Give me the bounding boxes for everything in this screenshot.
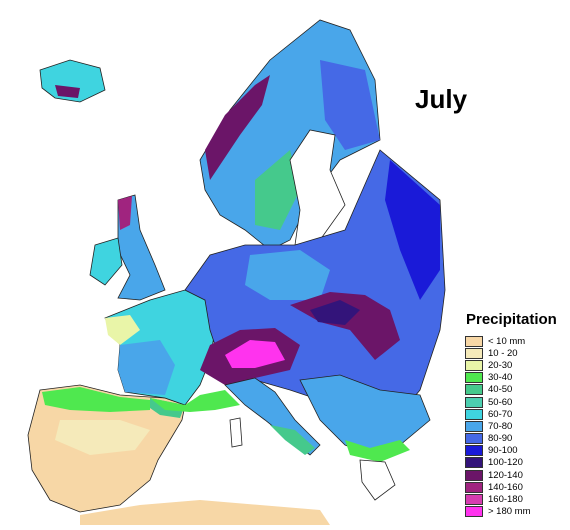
legend-label: 10 - 20 [488, 347, 518, 359]
legend-item: 50-60 [465, 396, 565, 408]
legend-label: 80-90 [488, 433, 513, 445]
iberia-interior-wet [55, 420, 150, 455]
legend-title: Precipitation [466, 311, 557, 328]
alps-core [225, 340, 285, 368]
legend-item: 30-40 [465, 372, 565, 384]
legend-label: 60-70 [488, 408, 513, 420]
greece-south [359, 459, 396, 501]
legend-item: 160-180 [465, 493, 565, 506]
legend-item: > 180 mm [465, 506, 565, 518]
legend-label: 30-40 [488, 372, 513, 384]
carpathians-core [310, 300, 360, 325]
norway-coast [205, 75, 270, 180]
legend-label: 100-120 [488, 457, 523, 469]
sardinia [229, 417, 243, 448]
legend-swatch [465, 445, 483, 457]
legend-label: 120-140 [488, 469, 523, 481]
legend-swatch [465, 372, 483, 384]
legend-item: 140-160 [465, 481, 565, 493]
ireland-region [89, 237, 123, 286]
legend-label: 140-160 [488, 481, 523, 493]
legend-label: 20-30 [488, 359, 513, 371]
finland-region [320, 60, 380, 150]
legend-label: 50-60 [488, 396, 513, 408]
legend-swatch [465, 420, 483, 432]
legend-swatch [465, 396, 483, 408]
legend-item: 90-100 [465, 445, 565, 457]
legend-item: 80-90 [465, 433, 565, 445]
legend-item: 100-120 [465, 457, 565, 469]
legend-item: 60-70 [465, 408, 565, 420]
italy-south [270, 425, 315, 455]
legend-swatch [465, 457, 483, 469]
russia-west-wet [385, 160, 440, 300]
legend-label: > 180 mm [488, 506, 531, 518]
legend-swatch [465, 335, 483, 347]
legend-swatch [465, 494, 483, 506]
legend-swatch [465, 384, 483, 396]
legend-swatch [465, 359, 483, 371]
scotland-highlands [118, 196, 132, 230]
legend-item: 40-50 [465, 384, 565, 396]
balkans-region [299, 374, 431, 456]
legend-label: 160-180 [488, 494, 523, 506]
legend-item: 120-140 [465, 469, 565, 481]
legend-label: 70-80 [488, 420, 513, 432]
map-title: July [415, 84, 468, 114]
legend-label: < 10 mm [488, 335, 526, 347]
france-southwest [118, 340, 175, 395]
iceland-region [39, 59, 106, 103]
france-south [105, 315, 140, 345]
legend-swatch [465, 469, 483, 481]
legend-item: 20-30 [465, 359, 565, 371]
legend-item: 70-80 [465, 420, 565, 432]
iceland-south [55, 85, 80, 98]
legend-swatch [465, 506, 483, 518]
sweden-interior [255, 150, 300, 230]
legend-label: 40-50 [488, 384, 513, 396]
legend-swatch [465, 433, 483, 445]
greece-coast [345, 440, 410, 462]
baltic-sea [289, 129, 346, 246]
north-africa [80, 500, 330, 525]
legend-swatch [465, 481, 483, 493]
legend-swatch [465, 347, 483, 359]
legend-item: < 10 mm [465, 335, 565, 347]
iberia-north-wet [42, 387, 150, 412]
legend: < 10 mm 10 - 20 20-30 30-40 40-50 50-60 … [465, 335, 565, 518]
legend-item: 10 - 20 [465, 347, 565, 359]
poland-region [245, 250, 330, 300]
mediterranean-coast [150, 390, 240, 412]
legend-label: 90-100 [488, 445, 518, 457]
legend-swatch [465, 408, 483, 420]
